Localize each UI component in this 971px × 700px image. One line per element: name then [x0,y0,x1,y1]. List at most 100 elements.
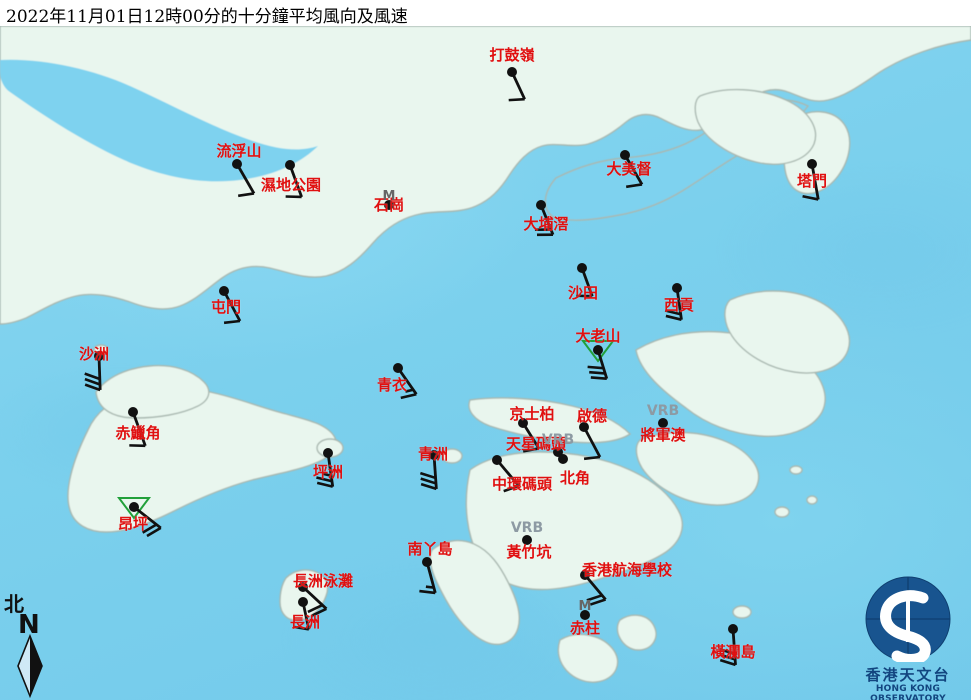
station-label-28: 赤柱 [569,619,601,637]
landmass-kowloon-tip [468,397,632,444]
landmass-small-east-1 [789,465,803,475]
hko-logo: 香港天文台 HONG KONG OBSERVATORY [845,576,971,700]
wind-station-8[interactable] [664,283,683,321]
station-label-11: 沙洲 [78,345,110,363]
station-label-21: 將軍澳 [640,426,686,444]
wind-station-24[interactable] [522,535,532,545]
landmass-po-toi [616,614,657,651]
station-dot [492,455,502,465]
wind-station-2[interactable] [285,160,303,199]
wind-station-1[interactable] [232,159,256,198]
wind-station-21[interactable] [658,418,668,428]
station-flag-3: M [382,189,396,204]
landmass-high-island [724,290,850,374]
station-label-3: 石崗 [373,196,405,214]
station-label-17: 啟德 [576,407,608,425]
station-label-9: 大老山 [575,327,621,345]
page-title: 2022年11月01日12時00分的十分鐘平均風向及風速 [6,7,408,27]
station-dot [429,450,439,460]
station-dot [129,502,139,512]
wind-station-14[interactable] [316,448,335,488]
wind-station-3[interactable] [384,200,394,210]
wind-station-4[interactable] [620,150,644,189]
station-dot [518,418,528,428]
station-dot [384,200,394,210]
station-label-1: 流浮山 [216,142,262,160]
wind-station-19[interactable] [492,455,520,493]
landmass-chek-lap-kok [95,364,210,419]
station-dot [323,448,333,458]
wind-station-22[interactable] [117,497,162,538]
station-dot [577,263,587,273]
wind-station-11[interactable] [84,351,104,392]
station-label-5: 塔門 [796,172,828,190]
wind-station-6[interactable] [534,200,555,237]
landmass-green-island [441,448,463,464]
station-label-6: 大埔滘 [523,215,569,233]
station-dot [620,150,630,160]
station-label-10: 屯門 [210,298,242,316]
station-dot [522,535,532,545]
wind-station-5[interactable] [802,159,820,201]
station-label-14: 坪洲 [312,463,344,481]
station-flag-21: VRB [646,403,680,419]
wind-station-26[interactable] [292,597,311,631]
compass-label-cn: 北 [4,592,24,616]
station-label-15: 青洲 [417,445,449,463]
station-dot [593,345,603,355]
station-label-29: 橫瀾島 [710,643,756,661]
wind-station-29[interactable] [719,624,738,667]
hko-logo-en: HONG KONG OBSERVATORY [870,684,946,700]
wind-station-12[interactable] [393,363,418,400]
wind-station-13[interactable] [128,407,147,448]
hko-logo-cn: 香港天文台 [865,666,951,684]
wind-station-25[interactable] [298,582,328,617]
station-dot [807,159,817,169]
station-label-19: 中環碼頭 [491,475,553,493]
wind-station-27[interactable] [580,570,607,606]
wind-station-0[interactable] [507,67,526,102]
station-label-23: 南丫島 [407,540,453,558]
landmass-po-toi-south [557,633,619,683]
wind-station-23[interactable] [419,557,437,595]
landmass-lamma [429,539,520,646]
station-label-0: 打鼓嶺 [489,46,535,64]
station-label-20: 北角 [559,469,591,487]
wind-station-7[interactable] [576,263,594,298]
station-dot [536,200,546,210]
peak-station-triangle-icon [581,340,615,363]
wind-station-9[interactable] [581,340,615,380]
landmass-small-east-3 [774,506,790,518]
wind-station-17[interactable] [579,422,602,461]
station-dot [553,447,563,457]
station-dot [580,570,590,580]
station-dot [580,610,590,620]
station-dot [579,422,589,432]
wind-station-15[interactable] [419,450,439,491]
station-label-26: 長洲 [289,613,321,631]
compass-rose: 北 N [2,588,72,698]
wind-station-18[interactable] [553,447,563,457]
title-bar [0,0,971,26]
station-dot [728,624,738,634]
wind-station-20[interactable] [558,454,568,464]
compass-label-en: N [18,610,40,640]
station-dot [672,283,682,293]
hko-emblem-icon [865,576,951,662]
station-label-4: 大美督 [606,160,652,178]
station-dot [298,597,308,607]
wind-station-10[interactable] [219,286,242,325]
station-label-7: 沙田 [567,284,599,302]
wind-station-28[interactable] [580,610,590,620]
compass-needle-icon [17,633,43,698]
wind-station-16[interactable] [518,418,541,453]
station-dot [128,407,138,417]
station-dot [232,159,242,169]
station-dot [422,557,432,567]
peak-station-triangle-icon [117,497,151,520]
landmass-tko [635,431,760,506]
station-flag-24: VRB [510,520,544,536]
station-dot [658,418,668,428]
water-deep-bay [0,59,318,182]
